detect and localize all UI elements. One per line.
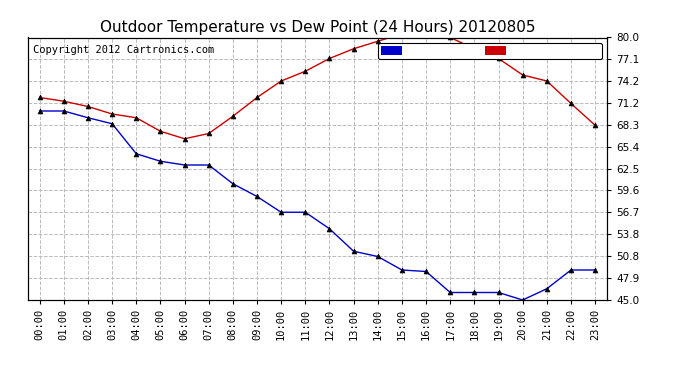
Title: Outdoor Temperature vs Dew Point (24 Hours) 20120805: Outdoor Temperature vs Dew Point (24 Hou… [99,20,535,35]
Text: Copyright 2012 Cartronics.com: Copyright 2012 Cartronics.com [33,45,215,56]
Legend: Dew Point (°F), Temperature (°F): Dew Point (°F), Temperature (°F) [377,43,602,59]
